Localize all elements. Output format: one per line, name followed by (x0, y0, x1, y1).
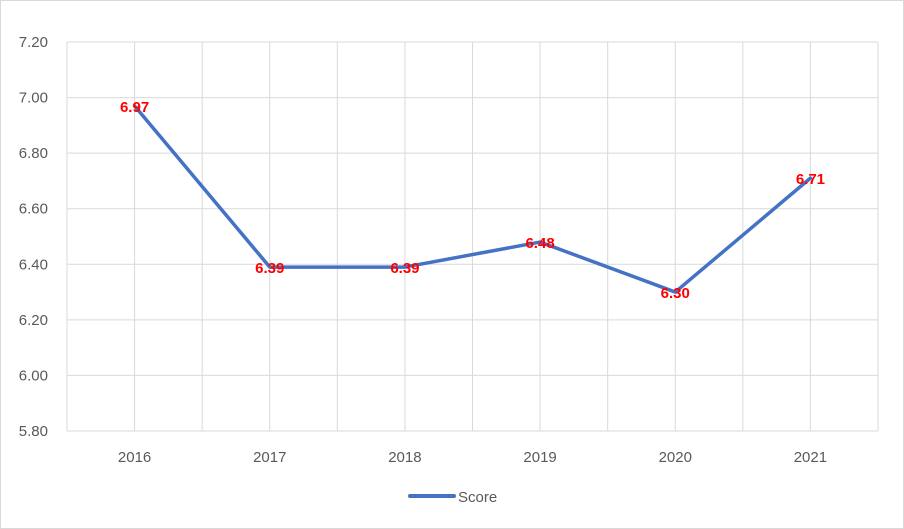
x-tick-label: 2018 (388, 449, 421, 466)
y-tick-label: 7.00 (19, 90, 48, 107)
y-tick-label: 5.80 (19, 423, 48, 440)
y-tick-label: 6.80 (19, 145, 48, 162)
x-axis-ticks: 2016 2017 2018 2019 2020 2021 (118, 449, 827, 466)
legend-label-score: Score (458, 489, 497, 506)
y-tick-label: 7.20 (19, 34, 48, 51)
legend: Score (408, 489, 497, 506)
x-tick-label: 2017 (253, 449, 286, 466)
x-tick-label: 2020 (659, 449, 692, 466)
series-line-score (132, 104, 813, 294)
y-axis-ticks: 5.80 6.00 6.20 6.40 6.60 6.80 7.00 7.20 (19, 34, 48, 440)
y-tick-label: 6.20 (19, 312, 48, 329)
data-label: 6.39 (255, 260, 284, 277)
x-tick-label: 2021 (794, 449, 827, 466)
data-label: 6.71 (796, 171, 825, 188)
y-tick-label: 6.00 (19, 367, 48, 384)
y-tick-label: 6.60 (19, 201, 48, 218)
data-label: 6.30 (661, 285, 690, 302)
data-label: 6.48 (525, 235, 554, 252)
x-tick-label: 2016 (118, 449, 151, 466)
data-label: 6.97 (120, 99, 149, 116)
data-labels: 6.97 6.39 6.39 6.48 6.30 6.71 (120, 99, 825, 302)
y-tick-label: 6.40 (19, 256, 48, 273)
data-label: 6.39 (390, 260, 419, 277)
gridlines (66, 41, 879, 432)
series-score (132, 104, 813, 294)
x-tick-label: 2019 (523, 449, 556, 466)
